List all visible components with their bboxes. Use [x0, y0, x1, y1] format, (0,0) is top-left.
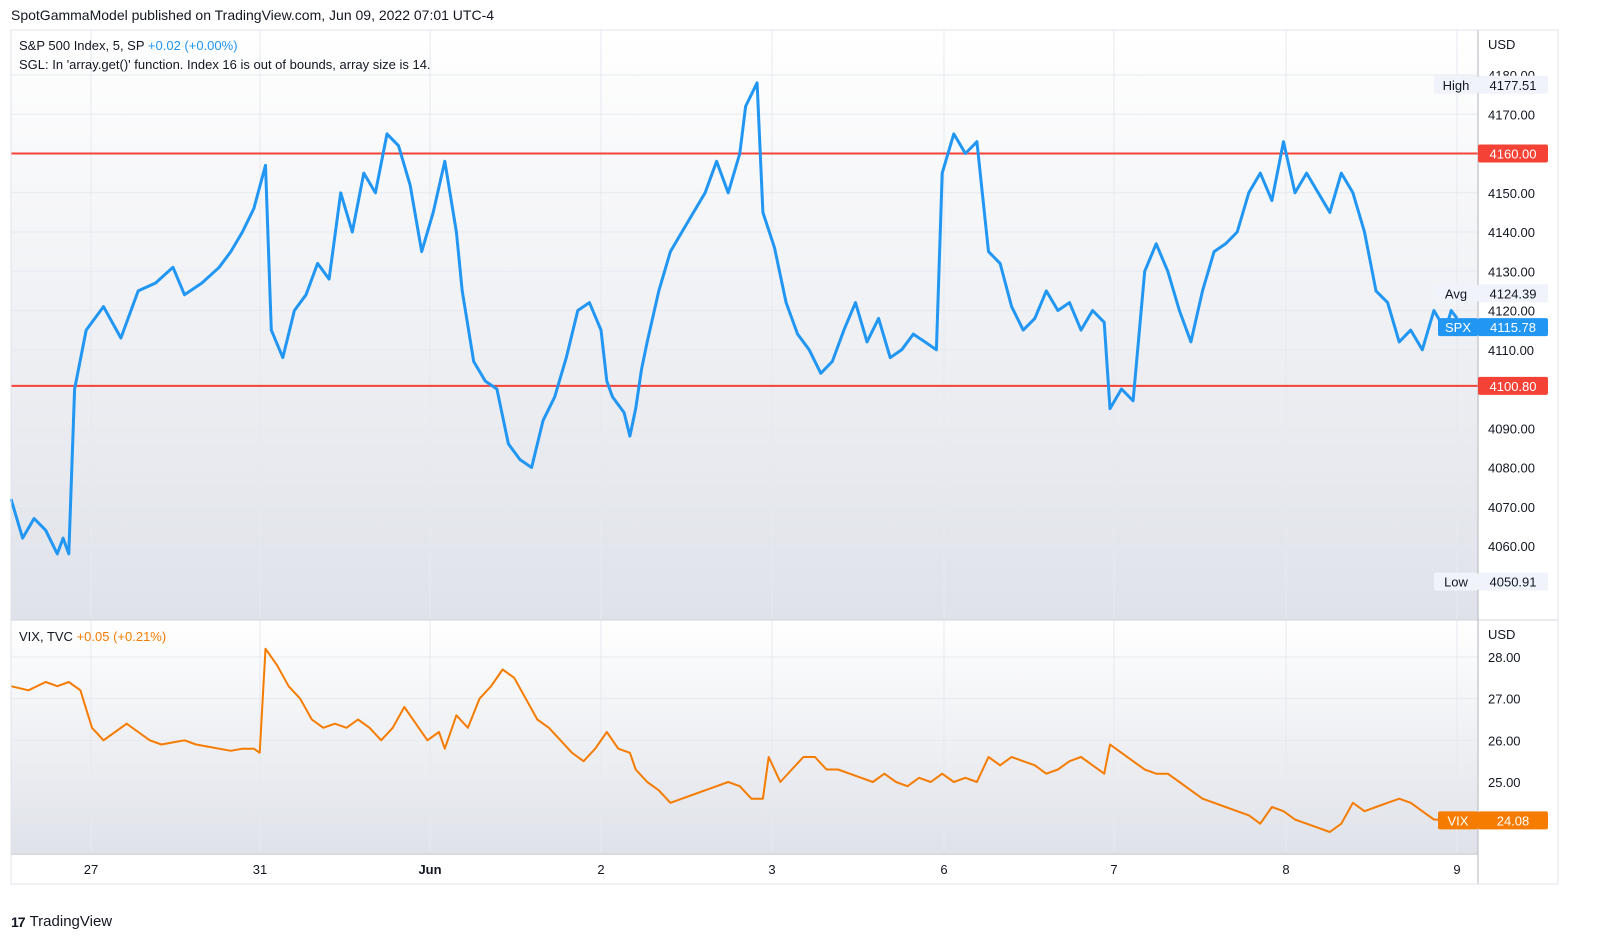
spx-avg-price-value: 4124.39 — [1490, 286, 1537, 301]
spx-y-tick-label: 4090.00 — [1488, 421, 1535, 436]
vix-y-tick-label: 27.00 — [1488, 692, 1521, 707]
time-tick-label: 6 — [940, 862, 947, 877]
reference-line-price-value: 4160.00 — [1490, 147, 1537, 162]
spx-avg-price-box — [1478, 284, 1548, 303]
vix-last-tag-box — [1438, 811, 1478, 830]
vix-pane[interactable] — [10, 620, 1478, 854]
vix-price-axis[interactable]: 28.00 27.00 26.00 25.00 — [1488, 650, 1521, 790]
script-error-message: SGL: In 'array.get()' function. Index 16… — [19, 57, 431, 72]
price-tags: 4160.00 4100.80 4177.51 High 4124.39 Avg 4115.… — [1434, 75, 1548, 830]
vix-grid — [11, 620, 1478, 854]
vix-legend-symbol: VIX, TVC — [19, 629, 73, 644]
vix-legend[interactable]: VIX, TVC +0.05 (+0.21%) — [19, 629, 166, 644]
reference-line-price-value: 4100.80 — [1490, 379, 1537, 394]
vix-y-tick-label: 25.00 — [1488, 775, 1521, 790]
spx-last-price-value: 4115.78 — [1490, 320, 1536, 335]
spx-legend[interactable]: S&P 500 Index, 5, SP +0.02 (+0.00%) — [19, 38, 238, 53]
time-tick-label: 3 — [768, 862, 775, 877]
spx-low-price-value: 4050.91 — [1490, 575, 1537, 590]
spx-y-tick-label: 4140.00 — [1488, 225, 1535, 240]
spx-y-tick-label: 4060.00 — [1488, 539, 1535, 554]
vix-last-tag-label: VIX — [1448, 813, 1469, 828]
spx-pane[interactable] — [9, 30, 1478, 620]
spx-y-tick-label: 4070.00 — [1488, 500, 1535, 515]
vix-last-price-value: 24.08 — [1497, 813, 1530, 828]
spx-legend-change: +0.02 (+0.00%) — [147, 38, 238, 53]
spx-y-tick-label: 4110.00 — [1488, 343, 1534, 358]
spx-low-price-box — [1478, 572, 1548, 591]
time-tick-label: 27 — [84, 862, 98, 877]
spx-series-line — [9, 81, 1459, 556]
chart-frame — [10, 29, 1559, 885]
tradingview-brand: TradingView — [29, 913, 113, 930]
tradingview-footer[interactable]: 17 TradingView — [11, 913, 112, 930]
time-tick-label: 2 — [597, 862, 604, 877]
spx-high-tag-label: High — [1443, 78, 1470, 93]
spx-low-tag-label: Low — [1444, 575, 1468, 590]
time-tick-label: 9 — [1453, 862, 1460, 877]
spx-y-tick-label: 4130.00 — [1488, 264, 1535, 279]
spx-y-tick-label: 4080.00 — [1488, 461, 1535, 476]
published-caption: SpotGammaModel published on TradingView.… — [11, 7, 495, 23]
vix-currency-label: USD — [1488, 627, 1516, 642]
tradingview-logo-icon: 17 — [11, 913, 26, 930]
time-tick-label: Jun — [418, 862, 441, 877]
spx-pane-background — [11, 30, 1478, 620]
spx-low-tag-box — [1434, 572, 1478, 591]
spx-high-tag-box — [1434, 75, 1478, 94]
spx-y-tick-label: 4120.00 — [1488, 304, 1535, 319]
spx-price-axis[interactable]: 4180.004170.004150.004140.004130.004120.… — [1488, 68, 1535, 554]
vix-legend-change: +0.05 (+0.21%) — [76, 629, 167, 644]
spx-avg-tag-label: Avg — [1445, 286, 1467, 301]
spx-last-tag-label: SPX — [1445, 320, 1471, 335]
spx-y-tick-label: 4150.00 — [1488, 186, 1535, 201]
time-tick-label: 31 — [253, 862, 267, 877]
spx-last-price-box — [1478, 318, 1548, 337]
vix-y-tick-label: 28.00 — [1488, 650, 1521, 665]
spx-currency-label: USD — [1488, 37, 1516, 52]
reference-line-price-box — [1478, 376, 1548, 395]
vix-series-line — [10, 647, 1446, 833]
vix-y-tick-label: 26.00 — [1488, 733, 1521, 748]
time-tick-label: 7 — [1110, 862, 1117, 877]
time-tick-label: 8 — [1282, 862, 1289, 877]
reference-lines — [11, 152, 1478, 387]
spx-y-tick-label: 4170.00 — [1488, 107, 1535, 122]
reference-line-price-box — [1478, 144, 1548, 163]
spx-high-price-value: 4177.51 — [1490, 78, 1537, 93]
spx-avg-tag-box — [1434, 284, 1478, 303]
time-axis[interactable]: 27 31 Jun 2 3 6 7 8 9 — [84, 862, 1461, 877]
spx-legend-symbol: S&P 500 Index, 5, SP — [19, 38, 145, 53]
vix-last-price-box — [1478, 811, 1548, 830]
vix-pane-background — [11, 620, 1478, 853]
spx-high-price-box — [1478, 75, 1548, 94]
spx-last-tag-box — [1438, 318, 1478, 337]
